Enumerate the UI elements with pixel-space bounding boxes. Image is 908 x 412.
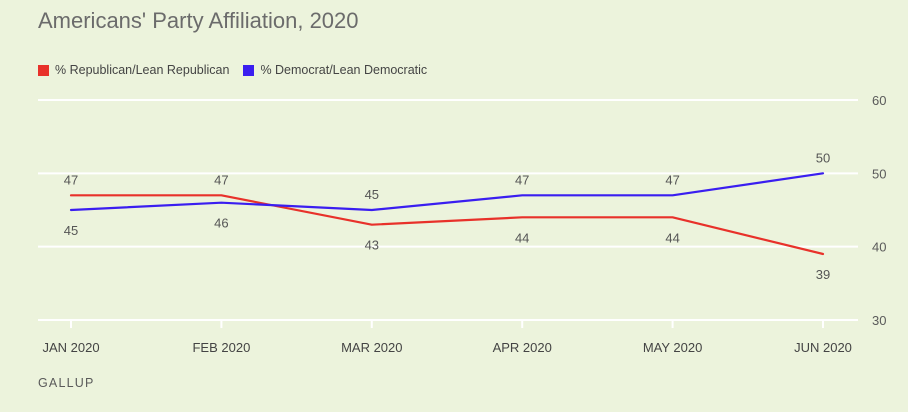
y-tick-label-50: 50 xyxy=(872,166,886,181)
x-tick-label-0: JAN 2020 xyxy=(42,340,99,355)
data-label-0-4: 44 xyxy=(665,230,679,245)
legend-swatch-democrat xyxy=(243,64,255,76)
legend-label-republican: % Republican/Lean Republican xyxy=(55,63,230,77)
data-label-0-1: 47 xyxy=(214,172,228,187)
y-tick-label-30: 30 xyxy=(872,313,886,328)
data-label-1-0: 45 xyxy=(64,223,78,238)
data-label-0-3: 44 xyxy=(515,230,529,245)
data-label-0-2: 43 xyxy=(365,238,379,253)
source-label: GALLUP xyxy=(38,376,95,390)
legend-label-democrat: % Democrat/Lean Democratic xyxy=(260,63,428,77)
chart-title: Americans' Party Affiliation, 2020 xyxy=(38,8,359,33)
chart-legend: % Republican/Lean Republican % Democrat/… xyxy=(38,63,441,77)
x-tick-label-2: MAR 2020 xyxy=(341,340,402,355)
legend-item-democrat: % Democrat/Lean Democratic xyxy=(243,63,427,77)
data-label-1-2: 45 xyxy=(365,187,379,202)
x-tick-label-1: FEB 2020 xyxy=(192,340,250,355)
data-label-1-3: 47 xyxy=(515,172,529,187)
data-label-1-5: 50 xyxy=(816,150,830,165)
y-tick-label-60: 60 xyxy=(872,93,886,108)
series-line-0 xyxy=(69,194,825,256)
x-tick-label-4: MAY 2020 xyxy=(643,340,703,355)
data-label-0-0: 47 xyxy=(64,172,78,187)
legend-swatch-republican xyxy=(38,64,49,76)
x-tick-label-3: APR 2020 xyxy=(493,340,552,355)
data-label-0-5: 39 xyxy=(816,267,830,282)
data-label-1-1: 46 xyxy=(214,216,228,231)
series-line-1 xyxy=(69,172,825,212)
x-tick-label-5: JUN 2020 xyxy=(794,340,852,355)
legend-item-republican: % Republican/Lean Republican xyxy=(38,63,229,77)
data-label-1-4: 47 xyxy=(665,172,679,187)
y-tick-label-40: 40 xyxy=(872,240,886,255)
